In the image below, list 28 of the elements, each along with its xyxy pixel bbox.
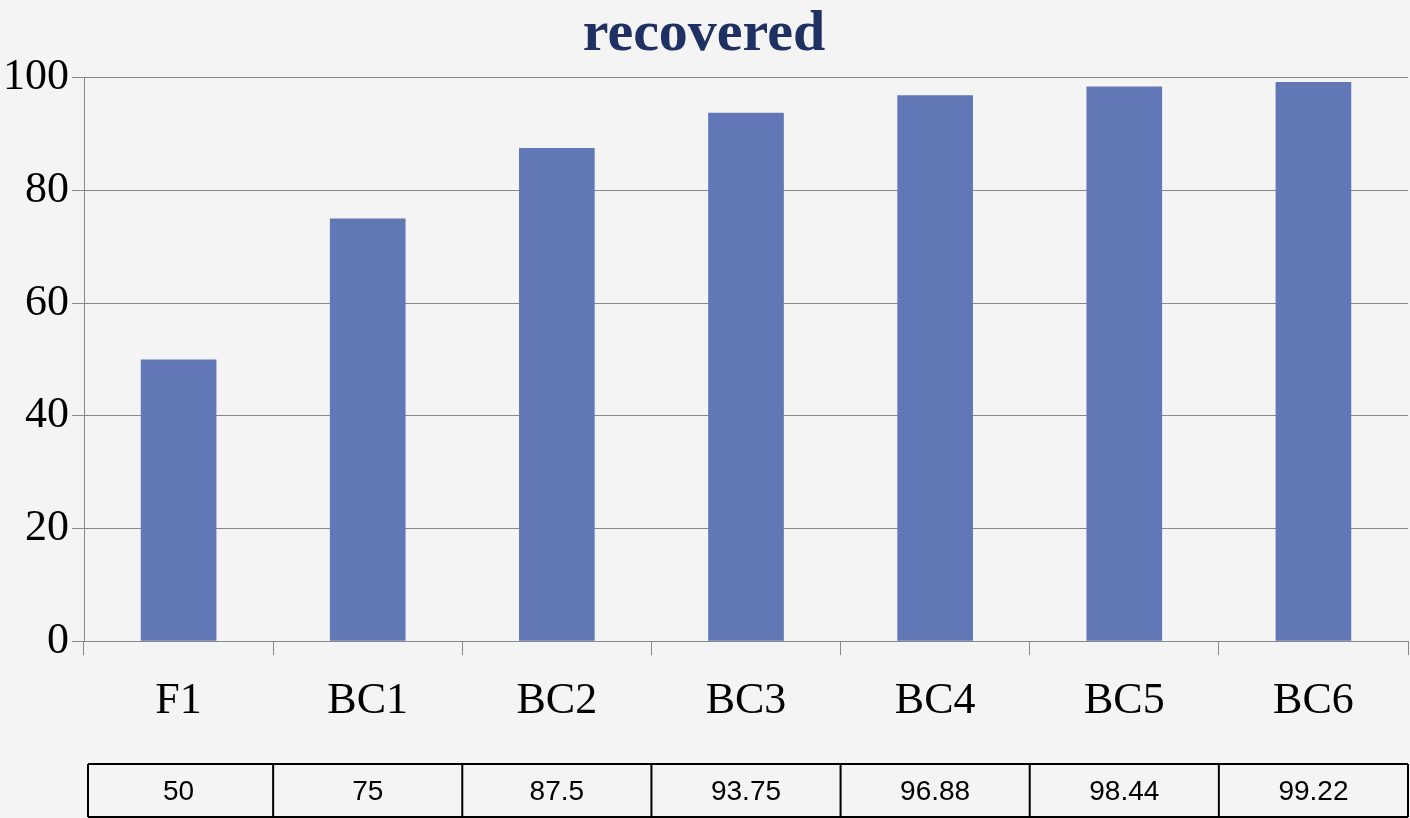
- x-tick-label: BC1: [327, 674, 409, 724]
- data-label: 50: [162, 775, 195, 807]
- x-tick-label: BC3: [705, 674, 787, 724]
- bar: [1086, 86, 1163, 641]
- y-tick-label: 60: [25, 275, 69, 325]
- bar: [708, 112, 784, 641]
- y-tick-label: 80: [25, 162, 69, 212]
- x-tick-label: BC5: [1083, 674, 1165, 724]
- bar: [140, 359, 217, 641]
- data-label: 96.88: [900, 775, 971, 807]
- x-tick-label: BC4: [894, 674, 976, 724]
- data-label: 99.22: [1278, 775, 1349, 807]
- x-tick-label: BC2: [516, 674, 598, 724]
- data-label: 93.75: [710, 775, 782, 807]
- data-label: 75: [352, 775, 384, 807]
- y-tick-label: 20: [25, 501, 69, 551]
- x-tick-label: BC6: [1273, 674, 1354, 724]
- data-label: 87.5: [529, 775, 585, 807]
- bar: [329, 218, 406, 641]
- bar: [897, 95, 973, 641]
- data-label: 98.44: [1089, 775, 1160, 807]
- x-tick-label: F1: [155, 674, 202, 724]
- bar: [519, 148, 595, 641]
- y-tick-label: 100: [3, 50, 69, 100]
- y-tick-label: 0: [47, 613, 69, 663]
- bar: [1275, 82, 1352, 641]
- y-tick-label: 40: [25, 388, 69, 438]
- chart-title: recovered: [582, 0, 826, 63]
